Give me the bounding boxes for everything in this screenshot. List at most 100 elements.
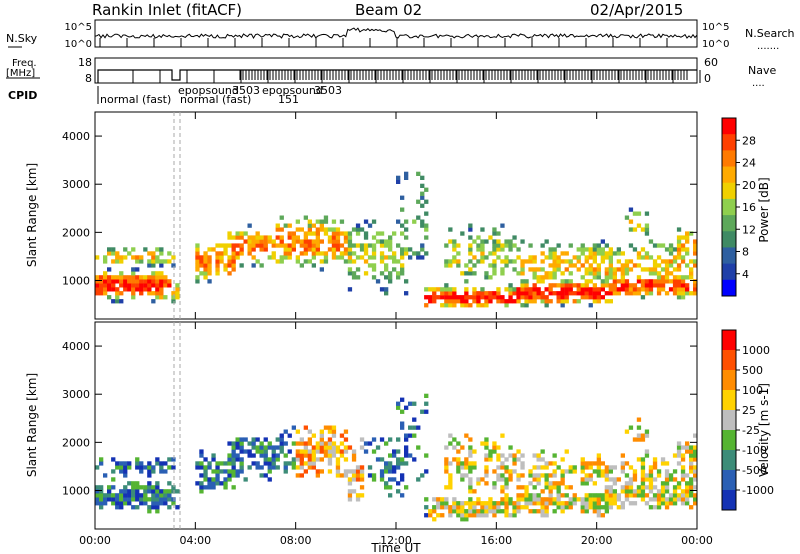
echo-cell (155, 247, 160, 252)
echo-cell (676, 461, 682, 466)
echo-cell (628, 489, 634, 494)
echo-cell (155, 287, 160, 292)
echo-cell (656, 263, 662, 268)
echo-cell (371, 247, 377, 252)
echo-cell (319, 469, 324, 474)
echo-cell (315, 441, 320, 446)
echo-cell (259, 263, 264, 268)
echo-cell (151, 279, 156, 284)
colorbar-tick-label: 28 (742, 134, 756, 147)
echo-cell (400, 251, 405, 256)
echo-cell (379, 239, 385, 244)
echo-cell (135, 493, 140, 498)
echo-cell (215, 481, 220, 486)
echo-cell (299, 453, 304, 458)
echo-cell (171, 465, 176, 470)
echo-cell (548, 291, 553, 296)
echo-cell (480, 251, 485, 256)
echo-cell (528, 469, 533, 474)
echo-cell (532, 497, 537, 502)
echo-cell (540, 295, 545, 300)
echo-cell (520, 461, 525, 466)
echo-cell (676, 235, 682, 240)
echo-cell (404, 445, 409, 450)
echo-cell (632, 227, 638, 232)
echo-cell (636, 437, 642, 442)
echo-cell (460, 513, 465, 518)
cpid-segment-epopsound-1: epopsound (178, 84, 239, 97)
echo-cell (548, 497, 553, 502)
echo-cell (235, 437, 240, 442)
echo-cell (251, 243, 256, 248)
echo-cell (612, 489, 617, 494)
echo-cell (672, 469, 678, 474)
echo-cell (295, 219, 300, 224)
echo-cell (151, 469, 156, 474)
echo-cell (648, 271, 654, 276)
echo-cell (107, 295, 112, 300)
echo-cell (584, 291, 589, 296)
echo-cell (520, 303, 525, 308)
echo-cell (476, 295, 481, 300)
echo-cell (584, 465, 589, 470)
echo-cell (472, 509, 477, 514)
echo-cell (568, 469, 573, 474)
echo-cell (636, 255, 642, 260)
echo-cell (147, 275, 152, 280)
echo-cell (279, 255, 284, 260)
echo-cell (552, 275, 557, 280)
echo-cell (147, 481, 152, 486)
echo-cell (480, 247, 485, 252)
echo-cell (680, 501, 686, 506)
echo-cell (672, 279, 678, 284)
echo-cell (167, 259, 172, 264)
echo-cell (444, 501, 449, 506)
echo-cell (147, 509, 152, 514)
echo-cell (596, 295, 601, 300)
nave-dots: .... (752, 78, 765, 89)
echo-cell (460, 461, 465, 466)
echo-cell (251, 453, 256, 458)
echo-cell (135, 497, 140, 502)
echo-cell (231, 473, 236, 478)
echo-cell (255, 259, 260, 264)
echo-cell (452, 259, 457, 264)
echo-cell (283, 453, 288, 458)
echo-cell (335, 465, 341, 470)
echo-cell (239, 449, 244, 454)
echo-cell (331, 227, 337, 232)
echo-cell (335, 473, 341, 478)
echo-cell (379, 243, 385, 248)
echo-cell (279, 449, 284, 454)
echo-cell (307, 457, 312, 462)
echo-cell (143, 275, 148, 280)
echo-cell (231, 449, 236, 454)
echo-cell (444, 457, 449, 462)
echo-cell (311, 457, 316, 462)
echo-cell (693, 445, 698, 450)
echo-cell (363, 243, 369, 248)
echo-cell (540, 243, 545, 248)
echo-cell (135, 461, 140, 466)
echo-cell (520, 453, 525, 458)
echo-cell (319, 239, 324, 244)
echo-cell (203, 251, 208, 256)
echo-cell (251, 437, 256, 442)
echo-cell (131, 497, 136, 502)
echo-cell (496, 445, 501, 450)
echo-cell (231, 259, 236, 264)
echo-cell (339, 243, 345, 248)
echo-cell (680, 259, 686, 264)
echo-cell (460, 501, 465, 506)
echo-cell (608, 501, 613, 506)
echo-cell (139, 501, 144, 506)
echo-cell (496, 243, 501, 248)
colorbar-tick-label: 4 (742, 268, 749, 281)
echo-cell (335, 445, 341, 450)
echo-cell (223, 251, 228, 256)
echo-cell (528, 295, 533, 300)
colorbar-swatch (722, 182, 736, 200)
echo-cell (612, 481, 617, 486)
echo-cell (347, 271, 353, 276)
echo-cell (588, 493, 593, 498)
